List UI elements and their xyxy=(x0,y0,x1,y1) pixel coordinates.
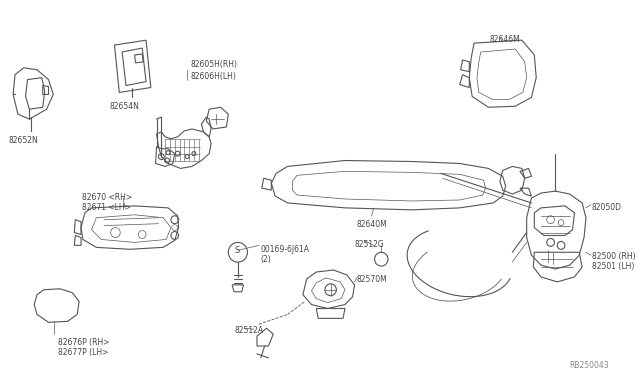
Text: 82652N: 82652N xyxy=(8,136,38,145)
Text: 82512G: 82512G xyxy=(355,240,384,250)
Text: 82671 <LH>: 82671 <LH> xyxy=(82,203,131,212)
Text: 82646M: 82646M xyxy=(490,35,520,44)
Text: 82570M: 82570M xyxy=(356,275,387,284)
Text: 82676P (RH>: 82676P (RH> xyxy=(58,338,109,347)
Text: 82670 <RH>: 82670 <RH> xyxy=(82,193,132,202)
Text: 00169-6J61A: 00169-6J61A xyxy=(261,246,310,254)
Text: 82501 (LH): 82501 (LH) xyxy=(592,262,634,271)
Text: 82512A: 82512A xyxy=(235,326,264,335)
Text: 82654N: 82654N xyxy=(109,102,140,111)
Text: 82605H(RH): 82605H(RH) xyxy=(190,60,237,69)
Text: 82606H(LH): 82606H(LH) xyxy=(190,72,236,81)
Text: 82677P (LH>: 82677P (LH> xyxy=(58,348,108,357)
Text: RB250043: RB250043 xyxy=(570,361,609,370)
Text: S: S xyxy=(234,246,239,255)
Text: 82500 (RH): 82500 (RH) xyxy=(592,252,636,261)
Text: 82050D: 82050D xyxy=(592,203,621,212)
Text: 82640M: 82640M xyxy=(356,220,387,229)
Text: (2): (2) xyxy=(261,255,271,264)
